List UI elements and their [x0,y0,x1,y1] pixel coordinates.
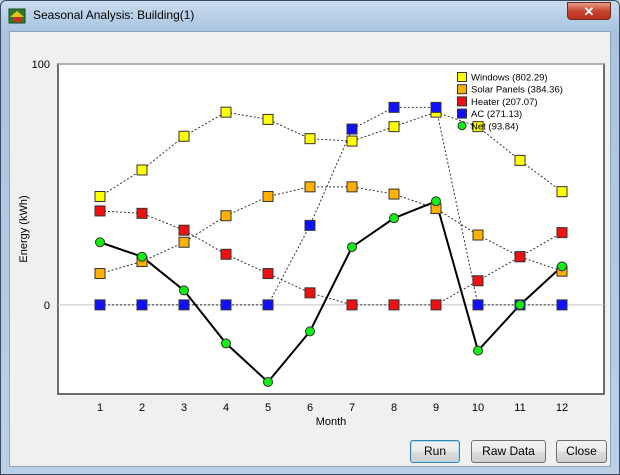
plot-area [57,63,605,395]
data-point [556,299,568,311]
data-point [473,345,483,356]
data-point [389,213,399,224]
data-point [346,135,358,147]
x-axis-label: Month [316,416,347,428]
data-point [179,285,189,296]
data-point [94,268,106,280]
data-point [136,207,148,219]
data-point [262,113,274,125]
x-tick-label: 5 [265,402,271,414]
title-bar[interactable]: Seasonal Analysis: Building(1) ✕ [1,1,619,31]
data-point [556,186,568,198]
data-point [178,299,190,311]
data-point [388,121,400,133]
series-line [100,106,562,306]
app-icon [8,8,26,24]
data-point [94,299,106,311]
data-point [262,190,274,202]
run-button[interactable]: Run [410,440,460,463]
y-tick-label: 0 [44,300,50,312]
data-point [220,106,232,118]
data-point [304,287,316,299]
data-point [388,101,400,113]
x-tick-label: 9 [433,402,439,414]
data-point [178,130,190,142]
x-tick-label: 6 [307,402,313,414]
data-point [346,299,358,311]
legend-marker [457,84,467,95]
data-point [136,164,148,176]
x-tick-label: 11 [514,402,525,414]
data-point [178,236,190,248]
data-point [137,251,147,262]
y-axis-label: Energy (kWh) [18,195,30,262]
data-point [178,224,190,236]
data-point [95,237,105,248]
data-point [220,248,232,260]
series-line [99,111,563,197]
close-button[interactable]: Close [556,440,607,463]
legend-label: Windows (802.29) [471,73,548,84]
data-point [472,275,484,287]
legend-marker [457,121,467,131]
x-tick-label: 4 [223,402,229,414]
data-point [220,210,232,222]
data-point [221,338,231,349]
data-point [305,326,315,337]
data-point [304,181,316,193]
data-point [514,154,526,166]
data-point [262,299,274,311]
x-tick-label: 7 [349,402,355,414]
x-tick-label: 3 [181,402,187,414]
data-point [515,299,525,310]
data-point [94,205,106,217]
close-window-button[interactable]: ✕ [567,2,611,20]
y-tick-label: 100 [32,59,50,71]
data-point [472,229,484,241]
data-point [263,376,273,387]
legend-label: Heater (207.07) [471,97,538,108]
raw-data-button[interactable]: Raw Data [471,440,546,463]
data-point [346,123,358,135]
data-point [220,299,232,311]
window-title: Seasonal Analysis: Building(1) [33,8,195,22]
data-point [514,251,526,263]
series-line [99,199,563,384]
series-line [99,210,563,306]
series-line [99,186,563,275]
legend-label: Solar Panels (384.36) [471,85,563,96]
legend-label: Net (93.84) [471,121,519,132]
data-point [388,299,400,311]
x-tick-label: 10 [472,402,484,414]
data-point [556,227,568,239]
data-point [94,190,106,202]
x-tick-label: 1 [97,402,103,414]
data-point [430,101,442,113]
data-point [472,121,484,133]
x-tick-label: 12 [556,402,568,414]
x-tick-label: 8 [391,402,397,414]
data-point [388,188,400,200]
data-point [262,268,274,280]
legend-marker [457,96,467,107]
legend-label: AC (271.13) [471,109,522,120]
legend-marker [457,72,467,82]
data-point [557,261,567,272]
data-point [304,133,316,145]
x-tick-label: 2 [139,402,145,414]
data-point [136,299,148,311]
legend-marker [457,108,467,119]
data-point [347,242,357,253]
data-point [431,196,441,207]
client-area: 100 0 1 2 3 4 5 6 7 8 9 10 11 12 Month Energy (kWh) Wind… [9,31,611,467]
data-point [472,299,484,311]
data-point [430,299,442,311]
data-point [346,181,358,193]
data-point [304,219,316,231]
